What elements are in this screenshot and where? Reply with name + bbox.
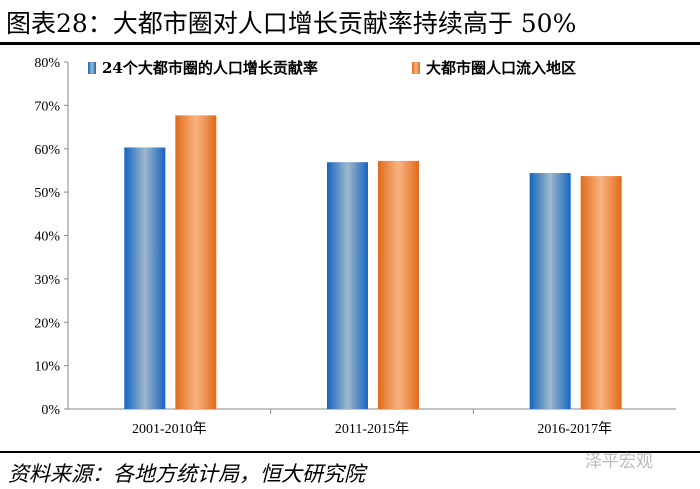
legend-label: 大都市圈人口流入地区 <box>426 59 576 77</box>
bar <box>175 115 217 409</box>
y-tick-label: 70% <box>34 99 60 114</box>
title-rule <box>0 42 700 45</box>
y-tick-label: 80% <box>34 56 60 71</box>
bar <box>378 160 419 409</box>
y-tick-label: 20% <box>34 316 60 331</box>
y-tick-label: 0% <box>41 403 60 418</box>
y-tick-label: 60% <box>34 143 60 158</box>
bar <box>327 162 368 409</box>
x-tick-label: 2016-2017年 <box>537 421 612 437</box>
legend-swatch <box>88 62 96 74</box>
x-tick-label: 2001-2010年 <box>132 421 207 437</box>
legend-label: 24个大都市圈的人口增长贡献率 <box>102 59 318 77</box>
bar <box>580 176 622 409</box>
y-tick-label: 10% <box>34 360 60 375</box>
source-note: 资料来源：各地方统计局，恒大研究院 <box>8 462 365 486</box>
watermark: 泽平宏观 <box>585 452 653 472</box>
x-tick-label: 2011-2015年 <box>335 421 409 437</box>
chart-title: 图表28：大都市圈对人口增长贡献率持续高于 50% <box>6 9 577 38</box>
y-tick-label: 30% <box>34 273 60 288</box>
bar <box>124 147 166 410</box>
legend-swatch <box>412 62 420 74</box>
y-tick-label: 40% <box>34 230 60 245</box>
bar <box>529 173 571 409</box>
footer-rule <box>0 451 700 453</box>
y-tick-label: 50% <box>34 186 60 201</box>
